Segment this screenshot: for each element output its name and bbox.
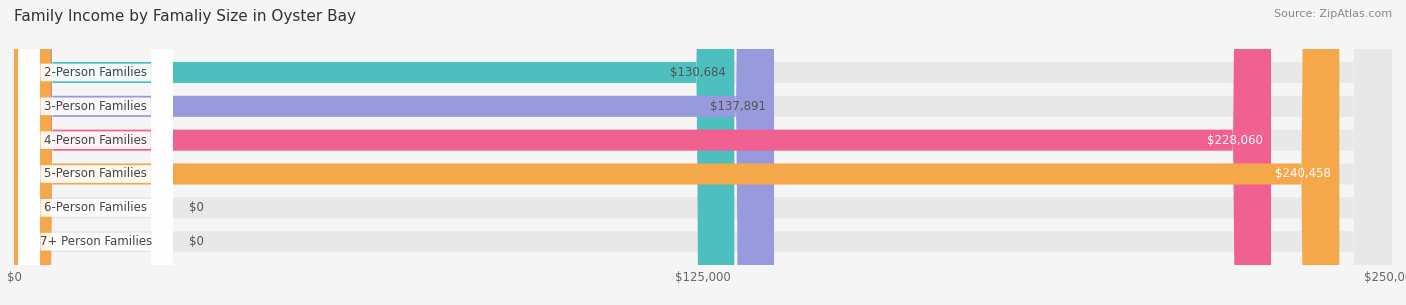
Text: 7+ Person Families: 7+ Person Families xyxy=(39,235,152,248)
Text: 4-Person Families: 4-Person Families xyxy=(44,134,148,147)
FancyBboxPatch shape xyxy=(14,0,1392,305)
Text: $130,684: $130,684 xyxy=(671,66,725,79)
FancyBboxPatch shape xyxy=(14,0,1340,305)
FancyBboxPatch shape xyxy=(18,0,173,305)
Text: $0: $0 xyxy=(190,235,204,248)
Text: $137,891: $137,891 xyxy=(710,100,766,113)
FancyBboxPatch shape xyxy=(18,0,173,305)
Text: 6-Person Families: 6-Person Families xyxy=(44,201,148,214)
FancyBboxPatch shape xyxy=(14,0,775,305)
FancyBboxPatch shape xyxy=(14,0,1392,305)
Text: 2-Person Families: 2-Person Families xyxy=(44,66,148,79)
FancyBboxPatch shape xyxy=(18,0,173,305)
FancyBboxPatch shape xyxy=(14,0,1271,305)
FancyBboxPatch shape xyxy=(18,0,173,305)
Text: Family Income by Famaliy Size in Oyster Bay: Family Income by Famaliy Size in Oyster … xyxy=(14,9,356,24)
Text: $240,458: $240,458 xyxy=(1275,167,1331,181)
FancyBboxPatch shape xyxy=(14,0,1392,305)
FancyBboxPatch shape xyxy=(18,0,173,305)
FancyBboxPatch shape xyxy=(14,0,1392,305)
Text: $0: $0 xyxy=(190,201,204,214)
FancyBboxPatch shape xyxy=(14,0,1392,305)
Text: Source: ZipAtlas.com: Source: ZipAtlas.com xyxy=(1274,9,1392,19)
FancyBboxPatch shape xyxy=(14,0,1392,305)
FancyBboxPatch shape xyxy=(18,0,173,305)
Text: 5-Person Families: 5-Person Families xyxy=(44,167,148,181)
FancyBboxPatch shape xyxy=(14,0,734,305)
Text: 3-Person Families: 3-Person Families xyxy=(44,100,148,113)
Text: $228,060: $228,060 xyxy=(1206,134,1263,147)
